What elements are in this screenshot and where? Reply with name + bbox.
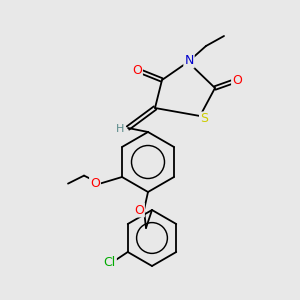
Text: Cl: Cl	[103, 256, 116, 268]
Text: O: O	[90, 177, 100, 190]
Text: O: O	[134, 203, 144, 217]
Text: O: O	[232, 74, 242, 88]
Text: N: N	[184, 55, 194, 68]
Text: H: H	[116, 124, 124, 134]
Text: O: O	[132, 64, 142, 76]
Text: S: S	[200, 112, 208, 125]
